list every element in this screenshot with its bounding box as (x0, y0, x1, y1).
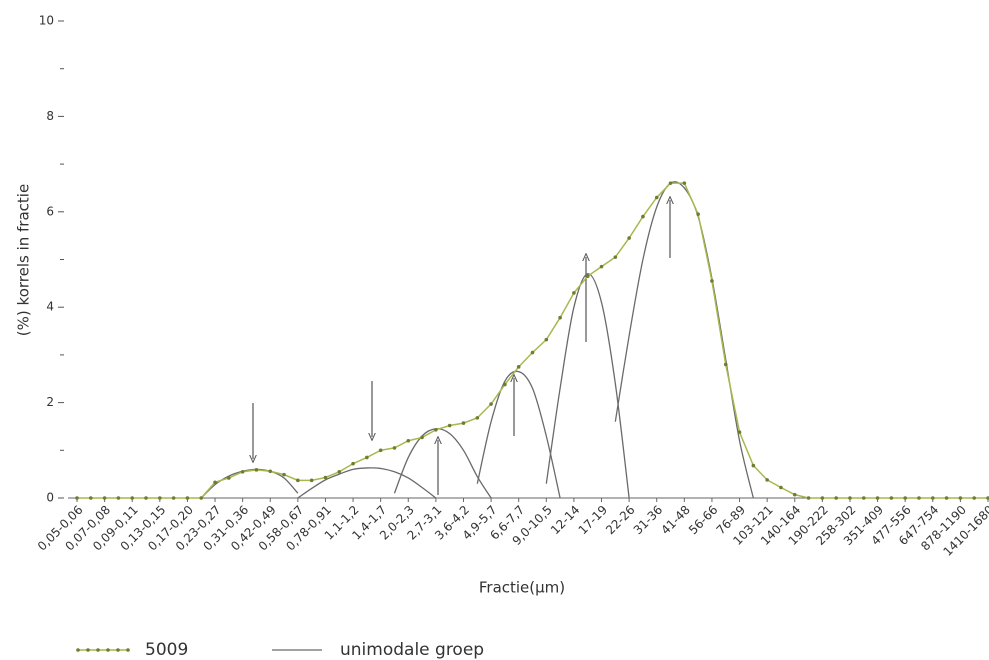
data-point (130, 496, 135, 500)
unimodal-curve (476, 370, 561, 499)
series-line (77, 182, 988, 499)
data-point (461, 421, 466, 425)
data-point (848, 496, 852, 500)
x-tick-label: 31-36 (631, 503, 666, 538)
data-point (503, 382, 507, 387)
data-point (682, 181, 687, 185)
x-tick-label: 17-19 (576, 503, 611, 538)
data-point (861, 496, 866, 500)
data-point (406, 438, 411, 443)
data-point (392, 446, 397, 450)
data-point (572, 291, 576, 295)
legend-marker (126, 648, 130, 652)
arrows (253, 200, 670, 495)
data-point (986, 496, 989, 500)
y-tick-label: 0 (46, 491, 54, 505)
data-point (806, 496, 811, 500)
x-tick-label: 22-26 (603, 503, 638, 538)
data-point (613, 255, 618, 259)
data-point (792, 492, 797, 497)
x-tick-label: 12-14 (548, 503, 583, 538)
data-point (889, 496, 894, 500)
data-point (282, 472, 286, 477)
data-point (144, 496, 148, 500)
x-tick-label: 56-66 (686, 503, 721, 538)
x-axis-label: Fractie(µm) (479, 579, 565, 597)
legend-marker (106, 648, 110, 652)
unimodal-curve (393, 428, 492, 499)
data-point (254, 468, 259, 472)
data-point (654, 195, 659, 200)
data-point (723, 362, 728, 367)
data-point (696, 212, 700, 216)
data-point (599, 264, 604, 269)
data-point (199, 496, 204, 500)
legend-marker (86, 648, 90, 652)
y-tick-label: 4 (46, 300, 54, 314)
data-point (434, 427, 438, 432)
data-point (102, 496, 107, 500)
legend-marker (76, 648, 80, 652)
data-point (930, 496, 935, 500)
data-point (627, 236, 631, 240)
data-point (710, 279, 714, 283)
data-point (365, 455, 369, 460)
data-point (323, 475, 328, 480)
data-point (875, 496, 880, 500)
data-point (834, 496, 838, 500)
unimodal-curve (545, 273, 630, 499)
data-point (116, 496, 121, 500)
legend-text: 5009 (145, 640, 188, 660)
data-point (972, 496, 976, 500)
data-point (558, 315, 562, 320)
data-point (171, 496, 176, 500)
data-point (641, 214, 645, 219)
data-point (585, 274, 590, 278)
data-point (296, 478, 300, 483)
legend-text: unimodale groep (340, 640, 484, 660)
legend-marker (96, 648, 100, 652)
data-point (240, 469, 245, 474)
data-point (75, 496, 79, 500)
y-axis-label: (%) korrels in fractie (15, 184, 33, 336)
legend-marker (116, 648, 120, 652)
y-tick-label: 8 (46, 109, 54, 123)
data-point (530, 350, 535, 355)
data-point (309, 478, 314, 483)
data-point (737, 430, 742, 434)
data-point (420, 435, 424, 440)
y-tick-label: 6 (46, 204, 54, 218)
data-point (903, 496, 907, 500)
data-point (475, 416, 480, 420)
data-point (958, 496, 963, 500)
y-tick-label: 10 (39, 14, 54, 28)
data-point (351, 461, 355, 466)
data-point (185, 496, 190, 500)
data-point (779, 485, 783, 490)
data-point (447, 423, 452, 428)
data-point (378, 448, 383, 453)
data-point (268, 469, 273, 474)
data-point (820, 496, 825, 500)
data-point (765, 478, 769, 482)
y-tick-label: 2 (46, 395, 54, 409)
data-point (668, 181, 673, 185)
unimodal-curve (200, 468, 299, 499)
data-point (213, 480, 217, 485)
data-point (89, 496, 93, 500)
data-point (489, 402, 493, 406)
unimodal-curve (297, 467, 437, 499)
data-point (917, 496, 921, 500)
data-point (516, 365, 521, 369)
data-point (544, 337, 549, 342)
x-tick-label: 41-48 (658, 503, 693, 538)
data-point (337, 469, 342, 474)
data-point (227, 476, 231, 480)
data-point (158, 496, 162, 500)
unimodal-curve (614, 181, 754, 499)
data-point (751, 463, 756, 468)
data-point (944, 496, 949, 500)
